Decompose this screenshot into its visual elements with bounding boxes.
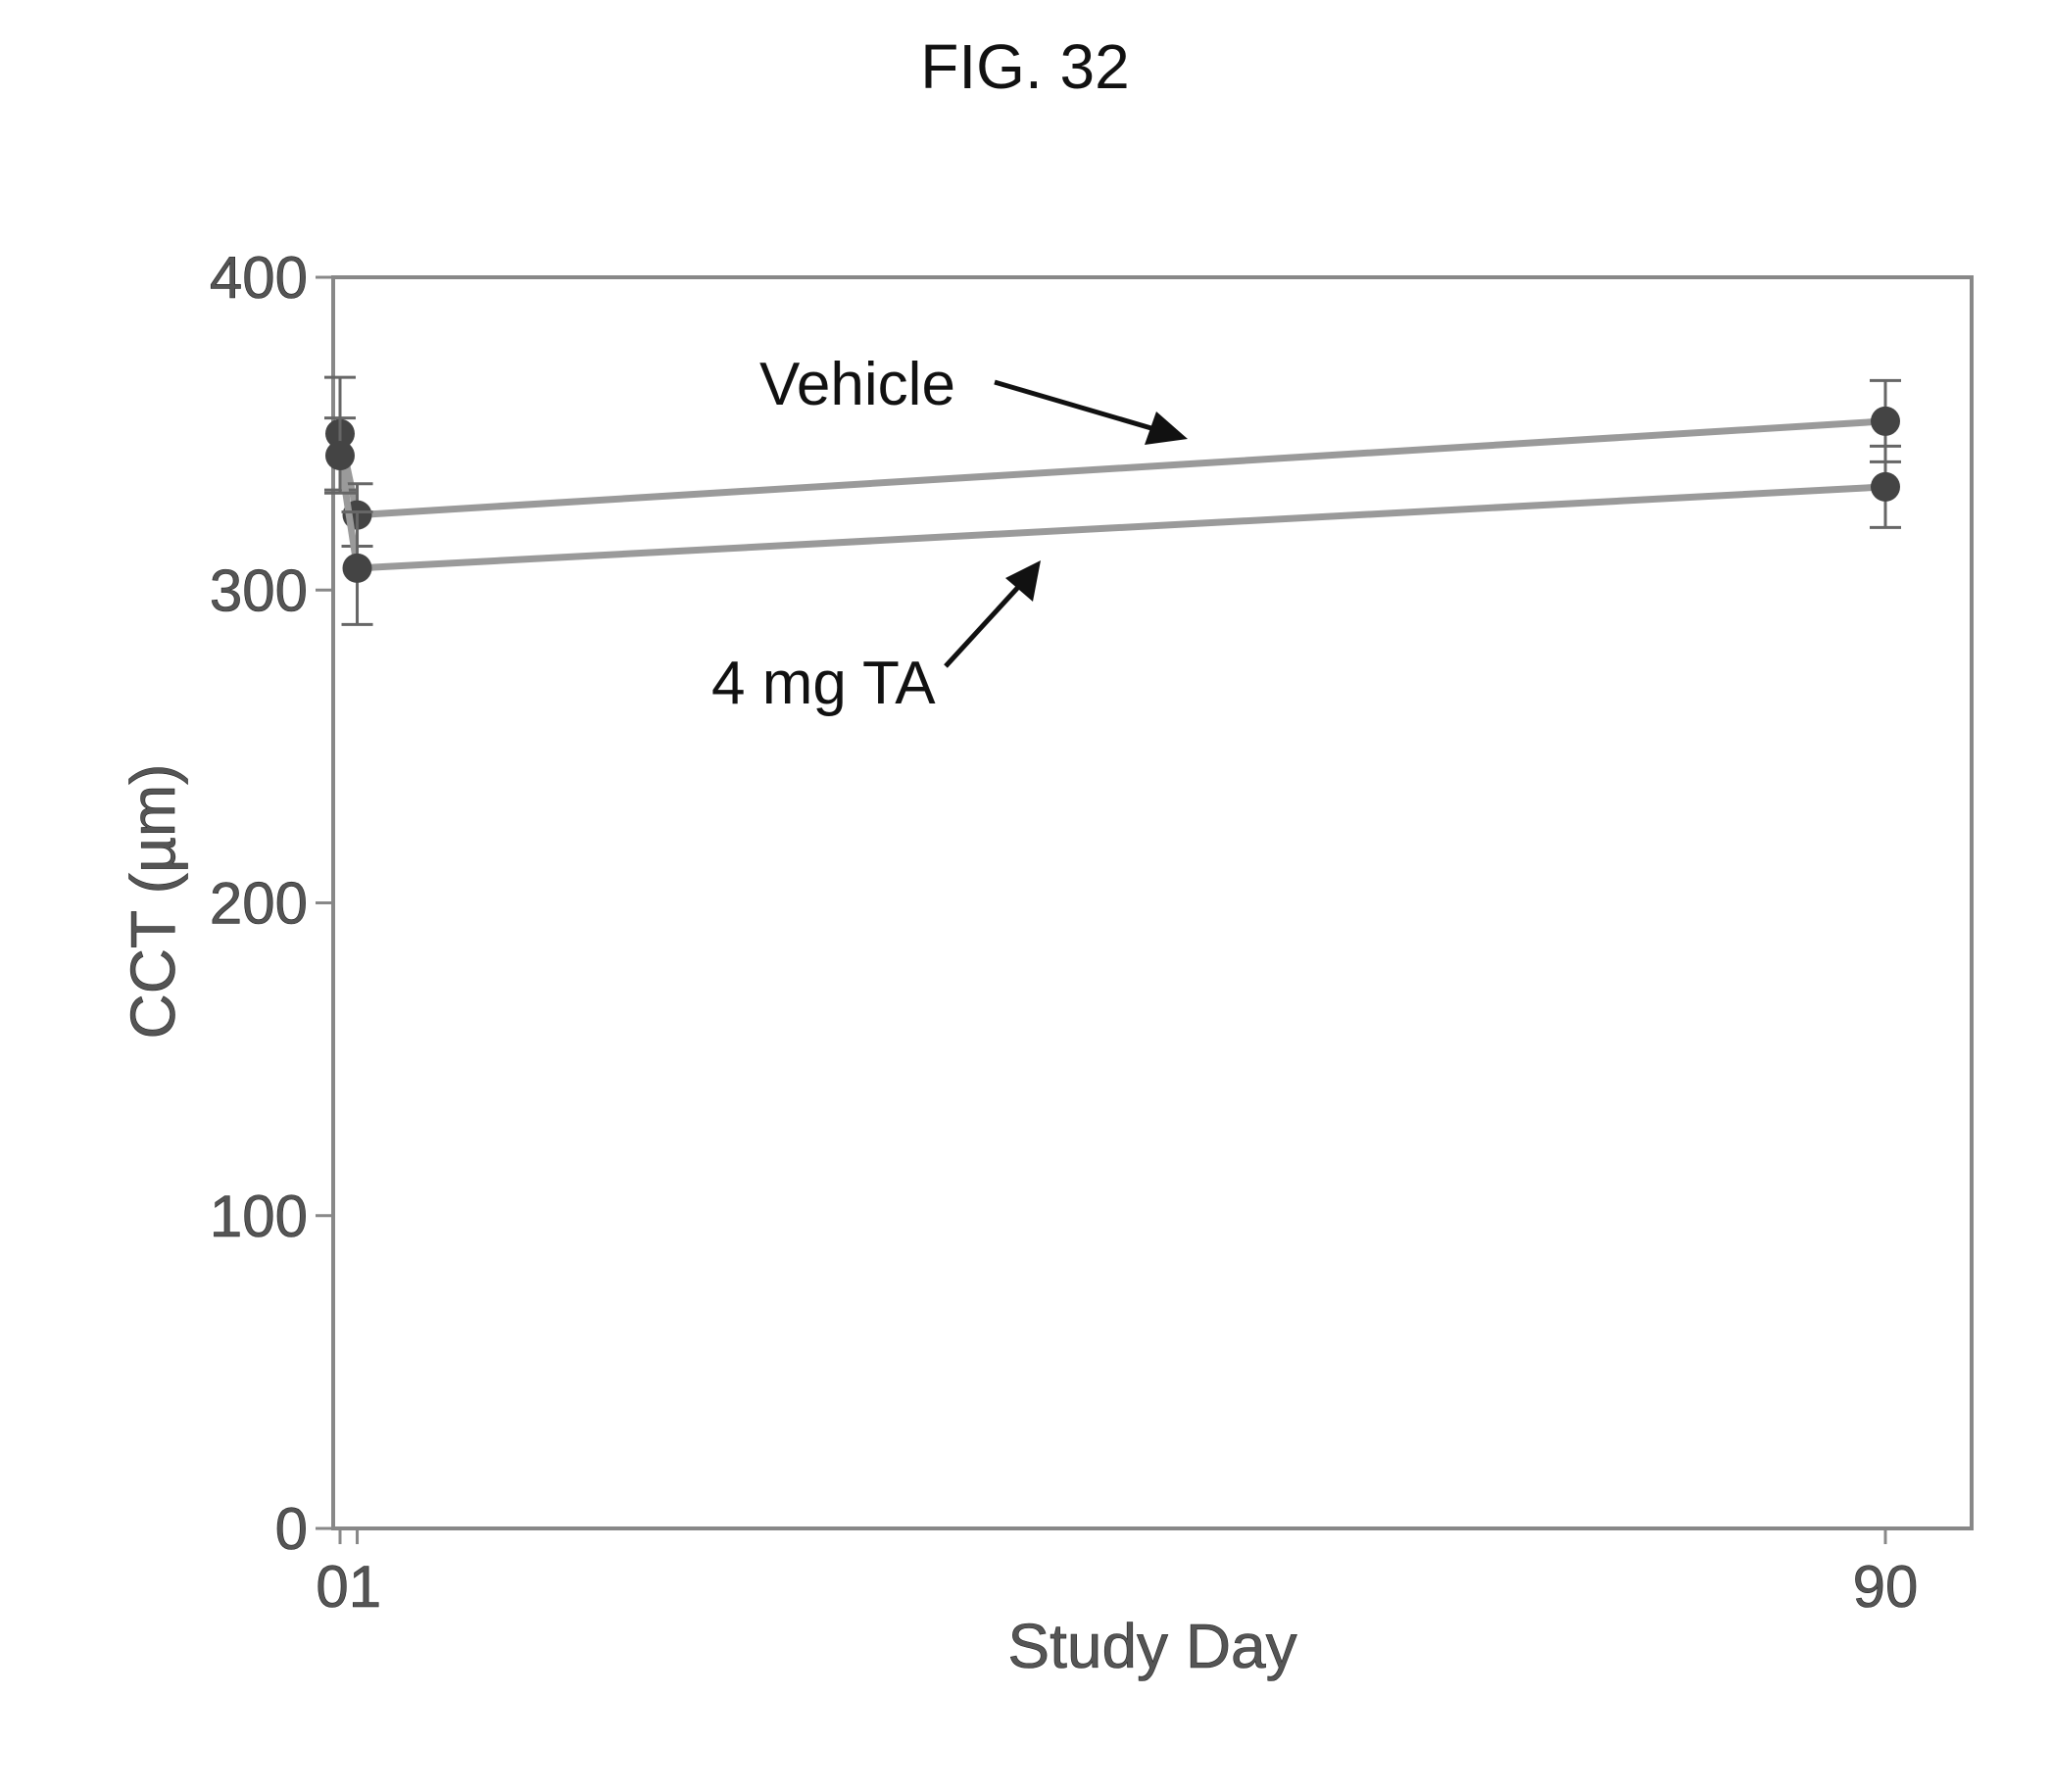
y-tick-label: 200 (210, 871, 308, 937)
annotation-vehicle: Vehicle (759, 351, 955, 418)
figure-label: FIG. 32 (920, 31, 1129, 102)
y-axis: 0 100 200 300 400 (210, 245, 333, 1562)
y-tick-label: 100 (210, 1184, 308, 1249)
series-vehicle (324, 377, 1901, 546)
arrow-vehicle (995, 382, 1161, 431)
annotation-4mg-ta: 4 mg TA (711, 650, 936, 717)
data-point (1871, 472, 1900, 502)
y-tick-label: 300 (210, 557, 308, 623)
arrow-4mg-ta (946, 584, 1021, 666)
series-4mg-ta (324, 418, 1901, 625)
y-tick-label: 400 (210, 245, 308, 311)
y-tick-label: 0 (275, 1496, 308, 1562)
x-axis-title: Study Day (1007, 1611, 1296, 1681)
x-tick-label: 90 (1853, 1554, 1919, 1620)
plot-area: 0 100 200 300 400 01 90 (210, 245, 1972, 1620)
arrow-vehicle-head (1145, 412, 1188, 445)
data-point (343, 554, 372, 583)
y-axis-title: CCT (µm) (118, 764, 188, 1040)
data-point (325, 441, 355, 470)
x-axis: 01 90 (316, 1528, 1918, 1620)
series-line (340, 456, 1885, 568)
data-point (1871, 407, 1900, 436)
x-tick-label: 01 (316, 1554, 381, 1620)
